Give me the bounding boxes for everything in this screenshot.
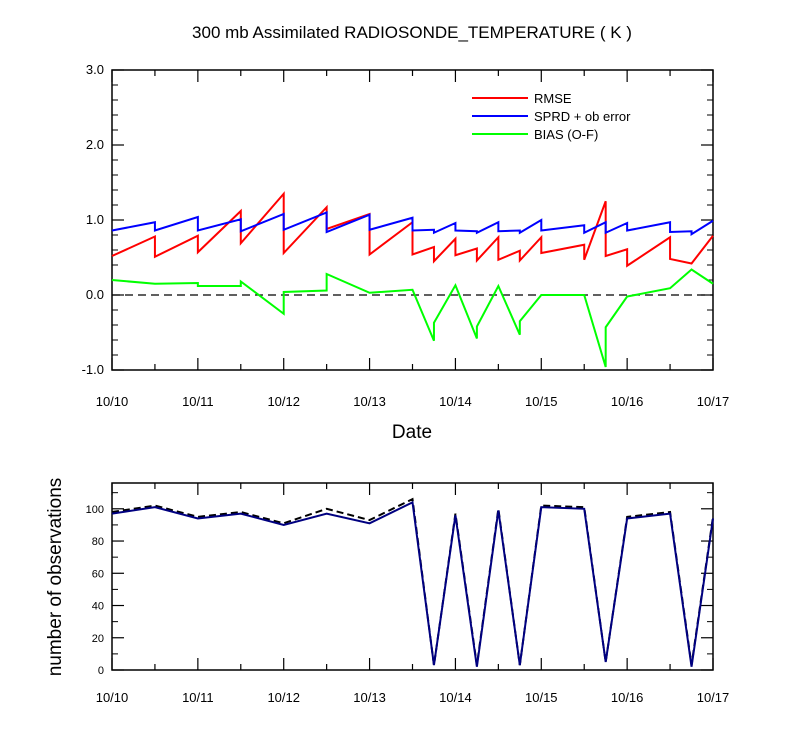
x-tick-label: 10/11: [182, 690, 214, 705]
x-tick-label: 10/16: [611, 690, 644, 705]
y-tick-label: 80: [92, 536, 104, 548]
series-line-2: [111, 268, 714, 368]
y-tick-label: 20: [92, 633, 104, 645]
y-tick-label: -1.0: [82, 362, 104, 377]
series-line-1: [111, 500, 714, 667]
x-tick-label: 10/10: [96, 394, 129, 409]
legend-label: SPRD + ob error: [534, 109, 631, 124]
x-tick-label: 10/14: [439, 394, 472, 409]
x-tick-label: 10/15: [525, 394, 558, 409]
x-tick-label: 10/13: [353, 690, 386, 705]
series-line-0: [111, 497, 714, 666]
bottom-panel: 10/10 10/11 10/12 10/13 10/14 10/15 10/16 10/17…: [86, 482, 730, 705]
x-tick-label: 10/14: [439, 690, 472, 705]
series-line-0: [111, 191, 714, 268]
legend-label: RMSE: [534, 91, 572, 106]
y-tick-label: 100: [86, 504, 104, 516]
y-tick-label: 0.0: [86, 287, 104, 302]
x-tick-label: 10/12: [267, 394, 300, 409]
y-tick-label: 60: [92, 568, 104, 580]
top-panel: 10/10 10/11 10/12 10/13 10/14 10/15 10/16 10/17…: [82, 62, 730, 409]
series-line-1: [111, 211, 714, 237]
bottom-y-axis-title: number of observations: [45, 478, 66, 677]
y-tick-label: 3.0: [86, 62, 104, 77]
x-tick-label: 10/15: [525, 690, 558, 705]
y-tick-label: 1.0: [86, 212, 104, 227]
x-tick-label: 10/12: [267, 690, 300, 705]
x-tick-label: 10/16: [611, 394, 644, 409]
x-tick-label: 10/13: [353, 394, 386, 409]
x-tick-label: 10/17: [697, 690, 730, 705]
x-tick-label: 10/11: [182, 394, 214, 409]
x-tick-label: 10/17: [697, 394, 730, 409]
y-tick-label: 0: [98, 665, 104, 677]
chart-title: 300 mb Assimilated RADIOSONDE_TEMPERATUR…: [192, 23, 632, 42]
y-tick-label: 2.0: [86, 137, 104, 152]
plot-frame: [111, 482, 714, 671]
legend-label: BIAS (O-F): [534, 127, 598, 142]
top-x-axis-title: Date: [392, 422, 432, 443]
y-tick-label: 40: [92, 601, 104, 613]
x-tick-label: 10/10: [96, 690, 129, 705]
